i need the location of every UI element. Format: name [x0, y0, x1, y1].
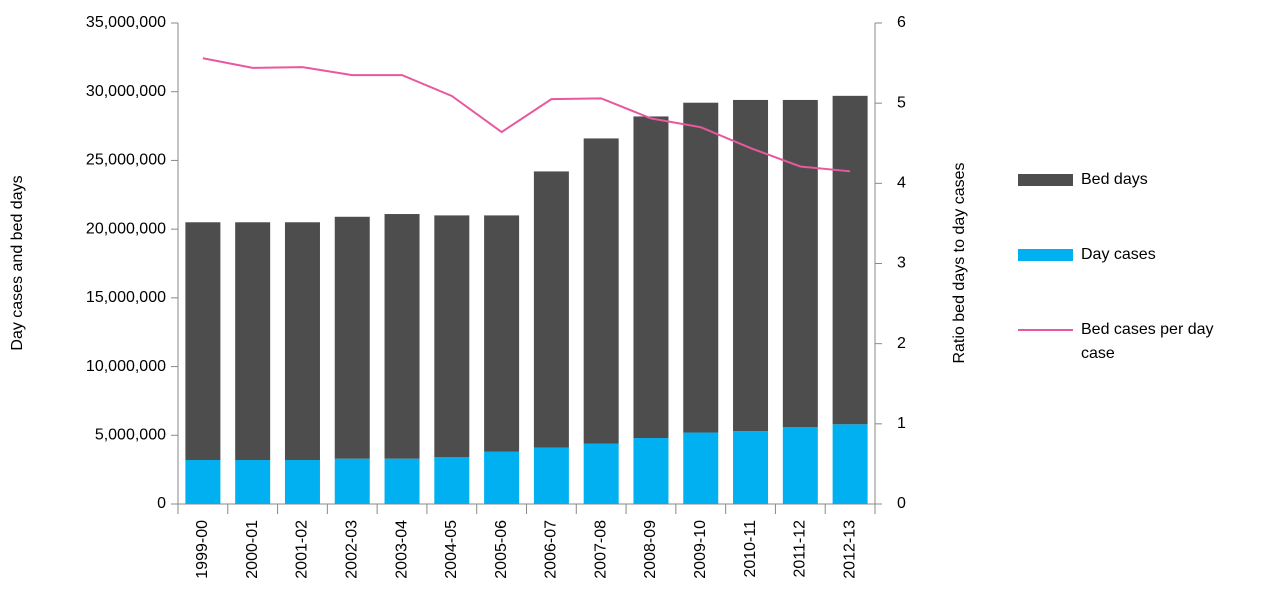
x-tick-label: 2002-03 — [343, 520, 360, 579]
y-tick-label: 0 — [157, 495, 166, 512]
y2-tick-label: 0 — [897, 495, 906, 512]
bar — [583, 443, 619, 504]
bar — [334, 216, 370, 459]
bar — [484, 215, 520, 452]
y2-tick-label: 5 — [897, 94, 906, 111]
legend-swatch — [1018, 174, 1073, 186]
y2-tick-label: 4 — [897, 175, 906, 192]
bar — [384, 214, 420, 459]
x-tick-label: 2001-02 — [294, 520, 311, 579]
y2-axis-title: Ratio bed days to day cases — [951, 162, 968, 363]
y-tick-label: 30,000,000 — [86, 83, 166, 100]
x-tick-label: 1999-00 — [194, 520, 211, 579]
bar — [832, 424, 868, 504]
legend-label: Bed days — [1081, 171, 1148, 188]
x-tick-label: 2011-12 — [792, 520, 809, 578]
bar — [384, 458, 420, 504]
bar — [683, 432, 719, 504]
y2-tick-label: 1 — [897, 415, 906, 432]
x-tick-label: 2007-08 — [592, 520, 609, 579]
x-tick-label: 2004-05 — [443, 520, 460, 579]
bar — [733, 431, 769, 504]
bar — [633, 116, 669, 439]
x-tick-label: 2003-04 — [393, 520, 410, 579]
x-tick-label: 2009-10 — [692, 520, 709, 579]
bar — [683, 102, 719, 433]
y-tick-label: 5,000,000 — [95, 427, 166, 444]
bar — [533, 171, 569, 448]
bar — [434, 457, 470, 504]
y2-tick-label: 2 — [897, 335, 906, 352]
x-tick-label: 2005-06 — [493, 520, 510, 579]
bar — [533, 447, 569, 504]
x-tick-label: 2006-07 — [543, 520, 560, 579]
legend-label: Day cases — [1081, 246, 1156, 263]
x-tick-label: 2008-09 — [642, 520, 659, 579]
bar — [334, 458, 370, 504]
y-tick-label: 15,000,000 — [86, 289, 166, 306]
bar — [185, 222, 221, 461]
bar — [633, 438, 669, 504]
bar — [782, 99, 818, 428]
bar — [235, 222, 271, 461]
y2-tick-label: 3 — [897, 255, 906, 272]
y-tick-label: 10,000,000 — [86, 358, 166, 375]
bar — [235, 460, 271, 504]
x-tick-label: 2010-11 — [742, 520, 759, 578]
legend-swatch — [1018, 249, 1073, 261]
y-tick-label: 35,000,000 — [86, 14, 166, 31]
y2-tick-label: 6 — [897, 14, 906, 31]
x-tick-label: 2000-01 — [244, 520, 261, 579]
bar — [484, 451, 520, 504]
bar — [185, 460, 221, 504]
legend-label: Bed cases per day case — [1081, 321, 1214, 362]
bar — [284, 460, 320, 504]
y-tick-label: 20,000,000 — [86, 220, 166, 237]
bar — [434, 215, 470, 458]
x-tick-label: 2012-13 — [841, 520, 858, 579]
bar — [583, 138, 619, 444]
bar — [284, 222, 320, 461]
line — [202, 57, 851, 173]
y-axis-title: Day cases and bed days — [9, 175, 26, 350]
bar — [782, 427, 818, 504]
bar — [832, 95, 868, 425]
y-tick-label: 25,000,000 — [86, 152, 166, 169]
bar — [733, 99, 769, 432]
